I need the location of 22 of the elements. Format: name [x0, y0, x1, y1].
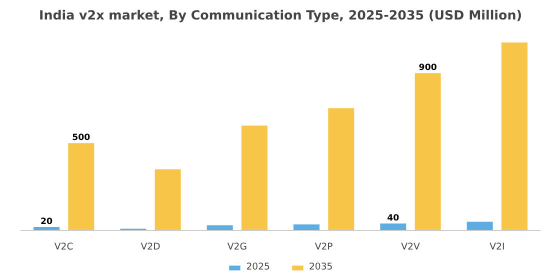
x-tick-label: V2C: [54, 242, 74, 252]
x-tick-label: V2P: [314, 242, 334, 252]
bar: [414, 73, 441, 230]
bar: [328, 108, 354, 230]
bar: [68, 143, 94, 230]
legend-label: 2035: [309, 262, 333, 272]
x-tick-label: V2V: [401, 242, 420, 252]
bar: [502, 42, 528, 230]
x-tick-label: V2I: [490, 242, 505, 252]
x-tick-label: V2D: [140, 242, 160, 252]
legend-label: 2025: [246, 262, 270, 272]
data-label: 20: [40, 217, 53, 228]
chart-title: India v2x market, By Communication Type, 2025-2035 (USD Million): [38, 8, 522, 22]
data-label: 40: [387, 214, 400, 224]
bar: [154, 169, 181, 230]
data-label: 500: [72, 133, 90, 144]
bar: [242, 126, 268, 230]
bar: [466, 222, 493, 230]
bar: [380, 224, 406, 230]
data-label: 900: [418, 63, 437, 74]
bar: [294, 224, 320, 230]
x-tick-label: V2G: [227, 242, 247, 252]
